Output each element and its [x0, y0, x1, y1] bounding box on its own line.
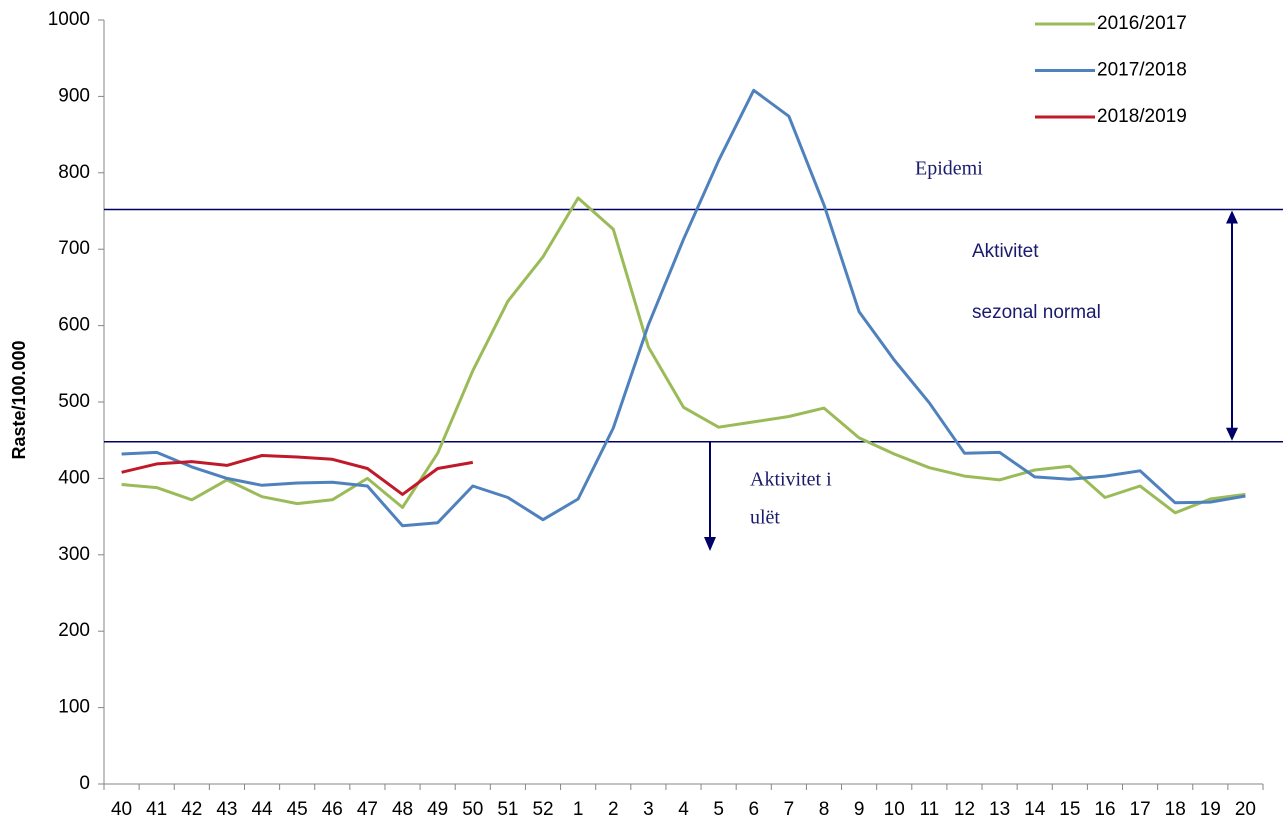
x-tick-label: 42 [181, 799, 202, 820]
arrow-head [1226, 210, 1238, 224]
x-tick-label: 47 [357, 799, 378, 820]
annotation: sezonal normal [972, 302, 1101, 323]
x-tick-label: 7 [784, 799, 795, 820]
x-tick-label: 48 [392, 799, 413, 820]
x-tick-label: 8 [819, 799, 830, 820]
x-tick-label: 49 [427, 799, 448, 820]
arrow-head [704, 537, 716, 551]
y-tick-label: 0 [79, 773, 90, 794]
x-tick-label: 40 [111, 799, 132, 820]
y-tick-label: 200 [58, 620, 90, 641]
legend-label: 2017/2018 [1097, 60, 1187, 81]
y-tick-label: 300 [58, 544, 90, 565]
arrow-head [1226, 427, 1238, 441]
x-tick-label: 4 [678, 799, 689, 820]
y-tick-label: 500 [58, 391, 90, 412]
x-tick-label: 44 [251, 799, 273, 820]
x-tick-label: 45 [287, 799, 308, 820]
x-tick-label: 15 [1059, 799, 1080, 820]
x-tick-label: 5 [713, 799, 724, 820]
x-tick-label: 6 [748, 799, 759, 820]
y-tick-label: 600 [58, 315, 90, 336]
x-tick-label: 18 [1165, 799, 1186, 820]
series-line [121, 88, 1246, 528]
x-tick-label: 1 [573, 799, 584, 820]
x-tick-label: 2 [608, 799, 619, 820]
y-tick-label: 1000 [48, 9, 90, 30]
y-axis-label: Raste/100.000 [9, 340, 29, 459]
annotation: Aktivitet [972, 241, 1039, 262]
y-tick-label: 800 [58, 162, 90, 183]
annotation: ulët [750, 507, 780, 529]
annotation: Aktivitet i [750, 469, 832, 491]
x-tick-label: 9 [854, 799, 865, 820]
x-tick-label: 16 [1094, 799, 1115, 820]
series-line [121, 454, 474, 496]
x-tick-label: 14 [1024, 799, 1046, 820]
x-tick-label: 52 [532, 799, 553, 820]
x-tick-label: 43 [216, 799, 237, 820]
y-tick-label: 100 [58, 697, 90, 718]
y-tick-label: 400 [58, 467, 90, 488]
x-tick-label: 12 [954, 799, 975, 820]
x-tick-label: 11 [919, 799, 939, 820]
legend-label: 2018/2019 [1097, 106, 1187, 127]
x-tick-label: 51 [497, 799, 518, 820]
x-tick-label: 41 [146, 799, 167, 820]
legend-label: 2016/2017 [1097, 13, 1187, 34]
x-tick-label: 10 [884, 799, 905, 820]
x-tick-label: 50 [462, 799, 483, 820]
annotation: Epidemi [915, 158, 983, 180]
y-tick-label: 900 [58, 85, 90, 106]
x-tick-label: 3 [643, 799, 654, 820]
x-tick-label: 20 [1235, 799, 1256, 820]
x-tick-label: 19 [1200, 799, 1221, 820]
x-tick-label: 13 [989, 799, 1010, 820]
y-tick-label: 700 [58, 238, 90, 259]
x-tick-label: 17 [1130, 799, 1151, 820]
x-tick-label: 46 [322, 799, 343, 820]
series-line [121, 196, 1246, 515]
